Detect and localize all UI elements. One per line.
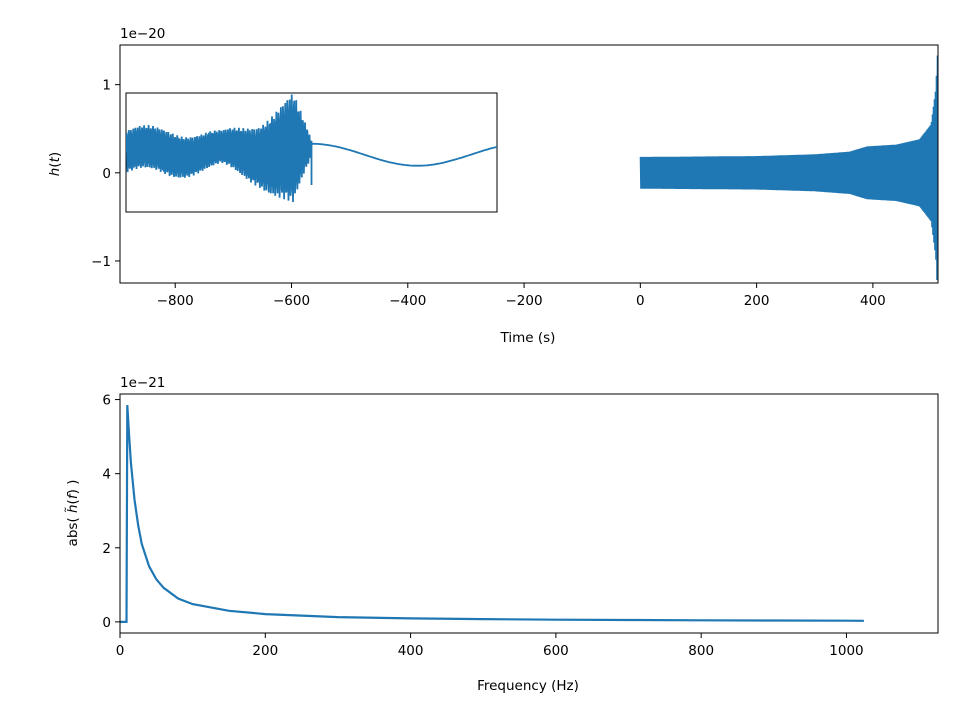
time-domain-panel: −800 −600 −400 −200 0 200 400 −1 0 1 1e−20 Time … [47,26,939,346]
time-y-label-open-paren: ( [47,162,63,167]
time-y-axis-label: h(t) [47,152,63,176]
time-y-ticks: −1 0 1 [91,78,120,270]
time-x-ticks: −800 −600 −400 −200 0 200 400 [157,283,886,309]
frequency-y-label-arg: f [65,492,81,499]
frequency-y-label-open-paren: ( [65,499,81,504]
frequency-y-label-prefix: abs( [65,513,81,546]
frequency-x-tick-label: 1000 [829,643,863,659]
frequency-x-tick-label: 800 [688,643,714,659]
frequency-x-tick-label: 0 [116,643,125,659]
inset-plot [126,94,497,203]
frequency-x-tick-label: 600 [543,643,569,659]
time-y-label-close-paren: ) [47,152,63,157]
frequency-y-axis-label: abs( h̃(f) ) [65,480,81,547]
time-x-tick-label: 0 [636,293,645,309]
time-y-tick-label: 0 [102,166,111,182]
frequency-axes-frame [119,393,939,634]
strain-signal-line [639,55,938,281]
frequency-x-tick-label: 400 [398,643,424,659]
frequency-y-offset-label: 1e−21 [120,375,165,391]
time-series-plot [639,55,938,281]
frequency-x-tick-label: 200 [252,643,278,659]
time-axes-frame [119,44,939,284]
time-x-tick-label: −200 [506,293,543,309]
frequency-domain-panel: 0 200 400 600 800 1000 0 2 4 6 1e−21 Frequency (… [65,375,939,694]
spectrum-line [120,405,864,623]
frequency-y-label-close-paren: ) [65,489,81,494]
inset-signal-line [126,94,497,203]
frequency-x-ticks: 0 200 400 600 800 1000 [116,633,864,659]
time-x-tick-label: 400 [860,293,886,309]
time-x-tick-label: −400 [389,293,426,309]
spectrum-plot [120,405,864,623]
time-y-label-arg: t [47,156,63,162]
frequency-y-tick-label: 2 [102,541,111,557]
frequency-x-axis-label: Frequency (Hz) [477,678,579,694]
frequency-y-tick-label: 4 [102,467,111,483]
time-x-tick-label: −800 [157,293,194,309]
frequency-y-label-suffix: ) [65,480,81,490]
time-y-offset-label: 1e−20 [120,26,165,42]
frequency-y-ticks: 0 2 4 6 [102,393,120,631]
frequency-y-tick-label: 6 [102,393,111,409]
time-x-tick-label: −600 [273,293,310,309]
frequency-y-label-symbol: h̃ [65,504,81,513]
time-y-tick-label: −1 [91,254,111,270]
time-x-axis-label: Time (s) [500,330,556,346]
frequency-y-tick-label: 0 [102,615,111,631]
time-y-tick-label: 1 [102,78,111,94]
time-x-tick-label: 200 [744,293,770,309]
time-y-label-symbol: h [47,168,63,177]
